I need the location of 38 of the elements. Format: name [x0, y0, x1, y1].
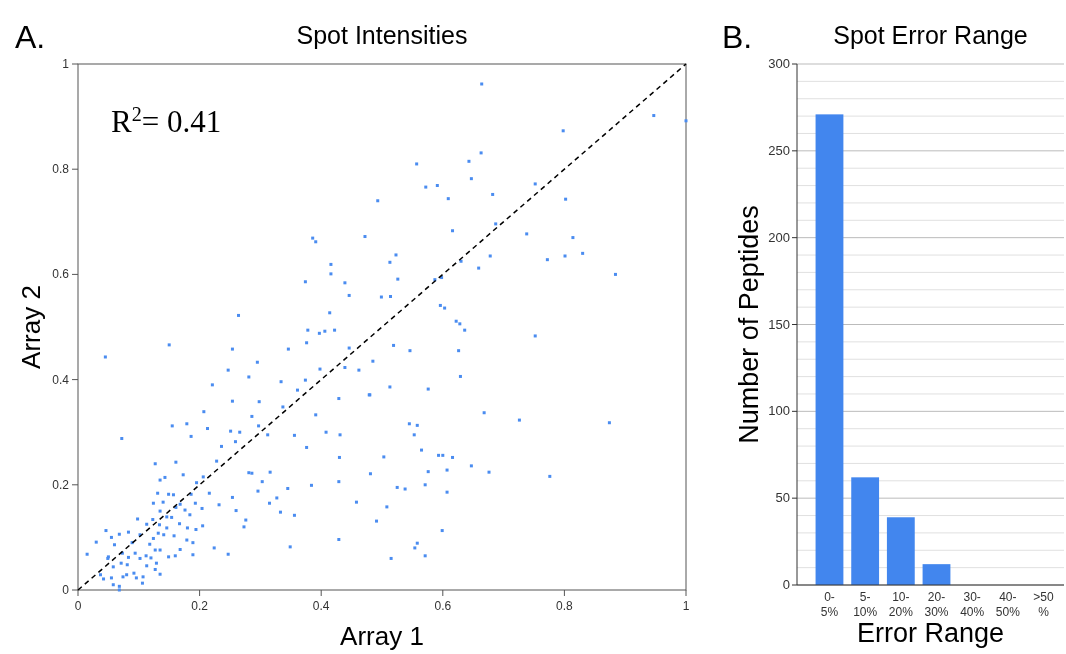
y-tick-label: 250 [768, 142, 790, 158]
y-tick-label: 300 [768, 56, 790, 71]
bar [922, 564, 951, 585]
y-tick-label: 0 [782, 577, 790, 592]
x-axis-title: Error Range [856, 618, 1005, 648]
annotation: R$^{2}$= 0.41 [111, 103, 222, 139]
x-tick-label: 1 [682, 599, 690, 613]
y-tick-label: 1 [62, 57, 70, 71]
y-tick-label: 50 [775, 490, 790, 506]
x-tick-label: >50% [1033, 590, 1055, 619]
x-tick-label: 0.6 [434, 599, 452, 613]
x-tick-label: 10-20% [888, 590, 914, 619]
y-tick-label: 0.2 [52, 477, 70, 492]
bar [815, 114, 844, 585]
y-tick-label: 0.6 [52, 267, 70, 282]
chart-title: Spot Intensities [296, 21, 468, 49]
x-tick-label: 0.2 [191, 599, 209, 613]
y-tick-label: 150 [768, 316, 790, 332]
text: A. [15, 19, 46, 55]
bar [886, 517, 915, 585]
chart-title: Spot Error Range [833, 21, 1028, 49]
y-tick-label: 0.4 [52, 372, 70, 387]
bar [851, 477, 880, 585]
x-tick-label: 0.8 [556, 599, 574, 613]
text: B. [722, 19, 753, 55]
x-tick-label: 0 [74, 599, 82, 613]
x-tick-label: 40-50% [995, 590, 1021, 619]
y-tick-label: 100 [768, 403, 790, 419]
y-tick-label: 0.8 [52, 162, 70, 177]
x-tick-label: 0-5% [820, 590, 839, 619]
x-tick-label: 0.4 [312, 599, 330, 613]
x-tick-label: 20-30% [924, 590, 949, 619]
x-tick-label: 5-10% [853, 590, 878, 619]
x-axis-title: Array 1 [340, 621, 424, 651]
y-axis-title: Number of Peptides [734, 205, 764, 444]
x-tick-label: 30-40% [960, 590, 985, 619]
y-axis-title: Array 2 [16, 285, 46, 369]
y-tick-label: 200 [768, 229, 790, 245]
